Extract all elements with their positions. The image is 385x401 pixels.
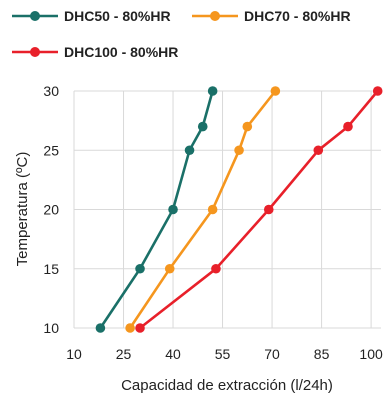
legend-label: DHC100 - 80%HR [64, 44, 178, 60]
series-lines [95, 86, 383, 333]
y-tick-label: 10 [43, 320, 59, 336]
data-point [164, 263, 175, 274]
data-point [125, 323, 135, 333]
series-group [95, 86, 218, 333]
data-point [135, 323, 145, 333]
data-point [270, 86, 281, 96]
y-tick-labels: 10 15 20 25 30 [43, 83, 59, 336]
data-point [263, 204, 274, 215]
y-tick-label: 20 [43, 202, 59, 218]
data-point [211, 263, 221, 274]
x-tick-label: 100 [359, 346, 383, 362]
legend: DHC50 - 80%HR DHC70 - 80%HR DHC100 - 80%HR [12, 8, 351, 60]
data-point [343, 121, 353, 132]
data-point [95, 323, 106, 333]
data-point [135, 263, 145, 274]
data-point [234, 145, 244, 156]
data-point [207, 204, 218, 215]
data-point [184, 145, 195, 156]
data-point [207, 86, 218, 96]
legend-marker [30, 47, 40, 57]
series-group [125, 86, 281, 333]
series-line [129, 90, 277, 329]
legend-label: DHC70 - 80%HR [244, 8, 351, 24]
legend-item: DHC70 - 80%HR [192, 8, 351, 24]
x-tick-label: 10 [66, 346, 82, 362]
legend-marker [30, 11, 40, 21]
legend-item: DHC100 - 80%HR [12, 44, 178, 60]
x-tick-label: 40 [165, 346, 181, 362]
y-tick-label: 15 [43, 261, 59, 277]
x-tick-label: 85 [314, 346, 330, 362]
x-axis-label: Capacidad de extracción (l/24h) [121, 377, 333, 394]
data-point [242, 121, 253, 132]
x-tick-label: 25 [116, 346, 132, 362]
gridlines [73, 90, 381, 329]
legend-marker [210, 11, 220, 21]
legend-label: DHC50 - 80%HR [64, 8, 171, 24]
x-tick-label: 70 [264, 346, 280, 362]
data-point [197, 121, 208, 132]
data-point [168, 204, 178, 215]
legend-item: DHC50 - 80%HR [12, 8, 171, 24]
y-tick-label: 25 [43, 142, 59, 158]
series-line [139, 90, 379, 330]
y-tick-label: 30 [43, 83, 59, 99]
x-tick-label: 55 [215, 346, 231, 362]
series-line [99, 90, 214, 329]
y-axis-label: Temperatura (ºC) [14, 152, 31, 267]
data-point [372, 86, 383, 96]
data-point [313, 145, 324, 156]
series-group [135, 86, 383, 333]
x-tick-labels: 10 25 40 55 70 85 100 [66, 346, 383, 362]
